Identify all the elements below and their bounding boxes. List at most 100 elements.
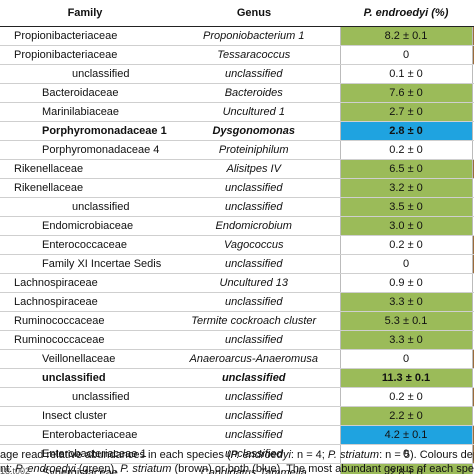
edge-cell [471,273,474,293]
family-cell: Synergistaceae [2,463,168,474]
family-cell: Family XI Incertae Sedis [2,254,168,274]
edge-cell [471,197,474,217]
genus-cell: Dysgonomonas [168,121,340,141]
table-row: Lachnospiraceae unclassified 3.3 ± 0 [0,292,474,312]
abundance-cell: 0.1 ± 0 [339,64,472,84]
family-cell: Enterococcaceae [2,235,168,255]
genus-cell: Tessaracoccus [168,45,340,65]
edge-cell [471,121,474,141]
abundance-cell: 0 [339,45,472,65]
family-cell: unclassified [2,197,168,217]
table-row: Ruminococcaceae Termite cockroach cluster… [0,311,474,331]
edge-cell [471,368,474,388]
edge-cell [471,330,474,350]
table-row: unclassified unclassified 0.1 ± 0 [0,64,474,84]
edge-cell [471,26,474,46]
abundance-cell: 0.2 ± 0 [339,387,472,407]
genus-cell: Alisitpes IV [168,159,340,179]
table-row: Porphyromonadaceae 1 Dysgonomonas 2.8 ± 0 [0,121,474,141]
edge-cell [471,235,474,255]
family-cell: Rikenellaceae [2,159,168,179]
family-cell: unclassified [2,64,168,84]
genus-cell: unclassified [168,387,340,407]
edge-cell [471,159,474,179]
table-row: Veillonellaceae Anaeroarcus-Anaeromusa 0 [0,349,474,369]
family-cell: Endomicrobiaceae [2,216,168,236]
edge-cell [471,140,474,160]
genus-cell: unclassified [168,368,340,388]
abundance-cell: 3.5 ± 0 [339,197,472,217]
family-cell: Enterobacteriaceae 1 [2,444,168,464]
edge-cell [471,387,474,407]
table-row: Enterobacteriaceae 1 unclassified 0 [0,444,474,464]
edge-cell [471,463,474,474]
family-cell: Porphyromonadaceae 4 [2,140,168,160]
family-cell: Propionibacteriaceae [2,45,168,65]
family-cell: Ruminococcaceae [2,311,168,331]
header-genus: Genus [168,0,340,27]
header-row: Family Genus P. endroedyi (%) [0,0,474,27]
footnote-line-2: nt: P. endroedyi (green), P. striatum (b… [0,463,474,474]
footnote-line-1: age read relative abundances in each spe… [0,449,474,461]
table-row: Family XI Incertae Sedis unclassified 0 [0,254,474,274]
genus-cell: unclassified [168,425,340,445]
genus-cell: Proteiniphilum [168,140,340,160]
edge-cell [471,83,474,103]
abundance-cell: 3.3 ± 0 [339,330,472,350]
table-row: Bacteroidaceae Bacteroides 7.6 ± 0 [0,83,474,103]
header-family: Family [2,0,168,27]
table-row: unclassified unclassified 11.3 ± 0.1 [0,368,474,388]
abundance-cell: 6.5 ± 0 [339,159,472,179]
family-cell: Enterobacteriaceae [2,425,168,445]
genus-cell: Uncultured 1 [168,102,340,122]
table-row: unclassified unclassified 3.5 ± 0 [0,197,474,217]
abundance-cell: 0 [339,349,472,369]
abundance-cell: 4.2 ± 0.1 [339,425,472,445]
family-cell: Marinilabiaceae [2,102,168,122]
genus-cell: unclassified [168,330,340,350]
genus-cell: unclassified [168,444,340,464]
edge-cell [471,425,474,445]
family-cell: Veillonellaceae [2,349,168,369]
table-row: unclassified unclassified 0.2 ± 0 [0,387,474,407]
genus-cell: unclassified [168,406,340,426]
table-row: Ruminococcaceae unclassified 3.3 ± 0 [0,330,474,350]
abundance-cell: 11.3 ± 0.1 [339,368,472,388]
genus-cell: Vagococcus [168,235,340,255]
abundance-cell: 0.2 ± 0 [339,235,472,255]
family-cell: unclassified [2,368,168,388]
genus-cell: unclassified [168,178,340,198]
edge-cell [471,311,474,331]
abundance-cell: 5.3 ± 0.1 [339,311,472,331]
genus-cell: unclassified [168,254,340,274]
abundance-cell: 0.9 ± 0 [339,273,472,293]
abundance-cell: 0 [339,254,472,274]
edge-cell [471,102,474,122]
edge-cell [471,292,474,312]
genus-cell: Candidatus Tammella [168,463,340,474]
family-cell: unclassified [2,387,168,407]
document-id: 18.t002 [0,466,31,474]
genus-cell: Endomicrobium [168,216,340,236]
genus-cell: Bacteroides [168,83,340,103]
header-value: P. endroedyi (%) [340,0,472,27]
table-row: Insect cluster unclassified 2.2 ± 0 [0,406,474,426]
edge-cell [471,406,474,426]
table-row: Synergistaceae Candidatus Tammella 2.8 ± 0 [0,463,474,474]
abundance-cell: 8.2 ± 0.1 [339,26,472,46]
family-cell: Ruminococcaceae [2,330,168,350]
table-row: Rikenellaceae unclassified 3.2 ± 0 [0,178,474,198]
table-row: Rikenellaceae Alisitpes IV 6.5 ± 0 [0,159,474,179]
abundance-cell: 2.7 ± 0 [339,102,472,122]
family-cell: Lachnospiraceae [2,273,168,293]
edge-cell [471,349,474,369]
edge-cell [471,254,474,274]
edge-cell [471,216,474,236]
edge-cell [471,444,474,464]
edge-cell [471,45,474,65]
genus-cell: unclassified [168,64,340,84]
abundance-cell: 2.2 ± 0 [339,406,472,426]
table-row: Marinilabiaceae Uncultured 1 2.7 ± 0 [0,102,474,122]
